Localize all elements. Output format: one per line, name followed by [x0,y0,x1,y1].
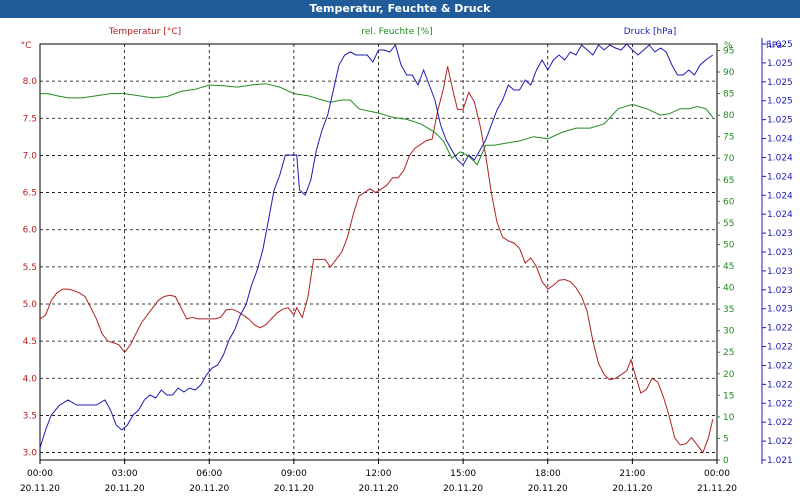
pressure-tick-label: 1.025 [767,40,793,50]
x-tick-time: 00:00 [704,469,730,479]
temp-tick-label: 7.0 [23,151,38,161]
pressure-tick-label: 1.023 [767,248,793,258]
humidity-tick-label: 65 [723,176,734,186]
series-line-humidity [40,83,714,166]
legend-temperature: Temperatur [°C] [108,27,181,37]
humidity-tick-label: 45 [723,262,734,272]
x-tick-time: 21:00 [619,469,645,479]
pressure-tick-label: 1.024 [767,153,793,163]
x-tick-date: 20.11.20 [189,484,229,494]
pressure-tick-label: 1.025 [767,78,793,88]
pressure-tick-label: 1.022 [767,399,793,409]
humidity-tick-label: 25 [723,348,734,358]
x-tick-date: 20.11.20 [105,484,145,494]
pressure-tick-label: 1.021 [767,456,793,466]
humidity-tick-label: 40 [723,284,735,294]
chart: 3.0 3.5 4.0 4.5 5.0 5.5 6.0 6.5 7.0 7.5 8.0 °C 0 5 10 1… [0,18,800,500]
pressure-tick-label: 1.022 [767,324,793,334]
axis-layer: 3.0 3.5 4.0 4.5 5.0 5.5 6.0 6.5 7.0 7.5 8.0 °C 0 5 10 1… [20,27,793,494]
pressure-tick-label: 1.023 [767,286,793,296]
pressure-tick-label: 1.024 [767,191,793,201]
humidity-tick-label: 10 [723,413,735,423]
pressure-tick-label: 1.024 [767,210,793,220]
x-tick-time: 18:00 [535,469,561,479]
humidity-tick-label: 90 [723,68,735,78]
humidity-tick-label: 35 [723,305,734,315]
humidity-tick-label: 0 [723,456,729,466]
x-tick-date: 20.11.20 [528,484,568,494]
humidity-tick-label: 30 [723,327,735,337]
temp-tick-label: 3.5 [23,411,37,421]
temp-tick-label: 4.0 [23,374,38,384]
pressure-tick-label: 1.024 [767,172,793,182]
x-tick-time: 06:00 [196,469,222,479]
temp-tick-label: 4.5 [23,337,37,347]
x-tick-time: 00:00 [27,469,53,479]
x-tick-date: 20.11.20 [443,484,483,494]
humidity-tick-label: 80 [723,111,735,121]
x-tick-date: 20.11.20 [20,484,60,494]
x-tick-time: 09:00 [281,469,307,479]
humidity-tick-label: 70 [723,154,735,164]
series-line-temperature [39,66,714,454]
humidity-tick-label: 75 [723,133,734,143]
humidity-tick-label: 85 [723,90,734,100]
humidity-tick-label: 20 [723,370,735,380]
pressure-tick-label: 1.023 [767,267,793,277]
x-tick-time: 15:00 [450,469,476,479]
pressure-tick-label: 1.023 [767,229,793,239]
temp-tick-label: 7.5 [23,114,37,124]
temp-tick-label: 3.0 [23,449,38,459]
humidity-tick-label: 50 [723,240,735,250]
grid [39,44,718,460]
pressure-tick-label: 1.025 [767,116,793,126]
humidity-tick-label: 55 [723,219,734,229]
pressure-tick-label: 1.023 [767,305,793,315]
temp-tick-label: 5.5 [23,263,37,273]
temp-tick-label: 6.5 [23,189,37,199]
pressure-tick-label: 1.025 [767,59,793,69]
pressure-tick-label: 1.024 [767,135,793,145]
chart-title: Temperatur, Feuchte & Druck [0,0,800,18]
legend-pressure: Druck [hPa] [624,27,677,37]
x-tick-date: 20.11.20 [274,484,314,494]
x-tick-date: 20.11.20 [612,484,652,494]
humidity-tick-label: 95 [723,46,734,56]
series-layer [39,43,714,454]
pressure-unit-label: hPa [766,41,782,51]
humidity-tick-label: 15 [723,391,734,401]
pressure-tick-label: 1.025 [767,97,793,107]
humidity-unit-label: % [724,41,733,51]
pressure-tick-label: 1.022 [767,343,793,353]
temp-unit-label: °C [21,41,32,51]
x-tick-time: 03:00 [112,469,138,479]
series-line-pressure [39,43,714,449]
pressure-tick-label: 1.022 [767,437,793,447]
temp-tick-label: 8.0 [23,77,38,87]
x-tick-time: 12:00 [366,469,392,479]
x-tick-date: 20.11.20 [358,484,398,494]
legend-humidity: rel. Feuchte [%] [361,27,432,37]
pressure-tick-label: 1.022 [767,380,793,390]
pressure-tick-label: 1.022 [767,361,793,371]
humidity-tick-label: 5 [723,434,729,444]
temp-tick-label: 6.0 [23,226,38,236]
pressure-tick-label: 1.022 [767,418,793,428]
temp-tick-label: 5.0 [23,300,38,310]
x-tick-date: 21.11.20 [697,484,737,494]
humidity-tick-label: 60 [723,197,735,207]
